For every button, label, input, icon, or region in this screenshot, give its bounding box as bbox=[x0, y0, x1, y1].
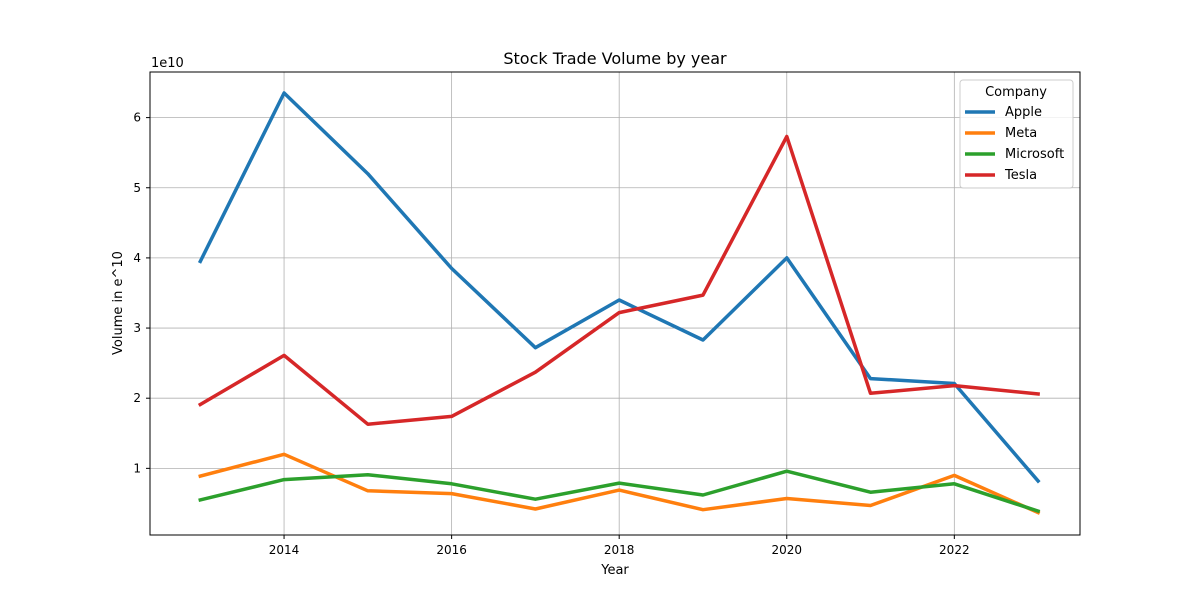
x-tick-label: 2022 bbox=[939, 543, 970, 557]
legend-title: Company bbox=[985, 85, 1047, 100]
y-offset-label: 1e10 bbox=[151, 56, 184, 71]
legend-box bbox=[959, 79, 1074, 189]
legend: Company Apple Meta Microsoft Tesla bbox=[959, 79, 1074, 189]
legend-label-microsoft: Microsoft bbox=[1005, 147, 1064, 162]
series-line-tesla bbox=[197, 134, 1041, 426]
y-tick-label: 6 bbox=[133, 111, 141, 125]
x-tick-label: 2014 bbox=[269, 543, 300, 557]
grid-lines bbox=[150, 72, 1080, 535]
series-line-apple bbox=[197, 91, 1041, 484]
legend-entries: Apple Meta Microsoft Tesla bbox=[965, 105, 1064, 183]
legend-label-apple: Apple bbox=[1005, 105, 1042, 120]
plot-frame bbox=[149, 71, 1081, 536]
y-axis-label: Volume in e^10 bbox=[111, 251, 126, 355]
y-tick-label: 5 bbox=[133, 181, 141, 195]
y-tick-label: 1 bbox=[133, 461, 141, 475]
x-axis-label: Year bbox=[600, 563, 629, 578]
legend-label-tesla: Tesla bbox=[1004, 168, 1037, 183]
series-line-microsoft bbox=[198, 469, 1041, 514]
legend-label-meta: Meta bbox=[1005, 126, 1037, 141]
series-lines bbox=[197, 91, 1041, 515]
y-tick-label: 4 bbox=[133, 251, 141, 265]
y-tick-label: 3 bbox=[133, 321, 141, 335]
y-tick-label: 2 bbox=[133, 391, 141, 405]
x-tick-label: 2018 bbox=[604, 543, 635, 557]
x-tick-label: 2020 bbox=[771, 543, 802, 557]
series-line-meta bbox=[198, 452, 1041, 515]
chart-title: Stock Trade Volume by year bbox=[503, 49, 727, 68]
axis-ticks: 2014 2016 2018 2020 2022 1 2 3 4 5 6 bbox=[133, 111, 969, 557]
x-tick-label: 2016 bbox=[436, 543, 467, 557]
